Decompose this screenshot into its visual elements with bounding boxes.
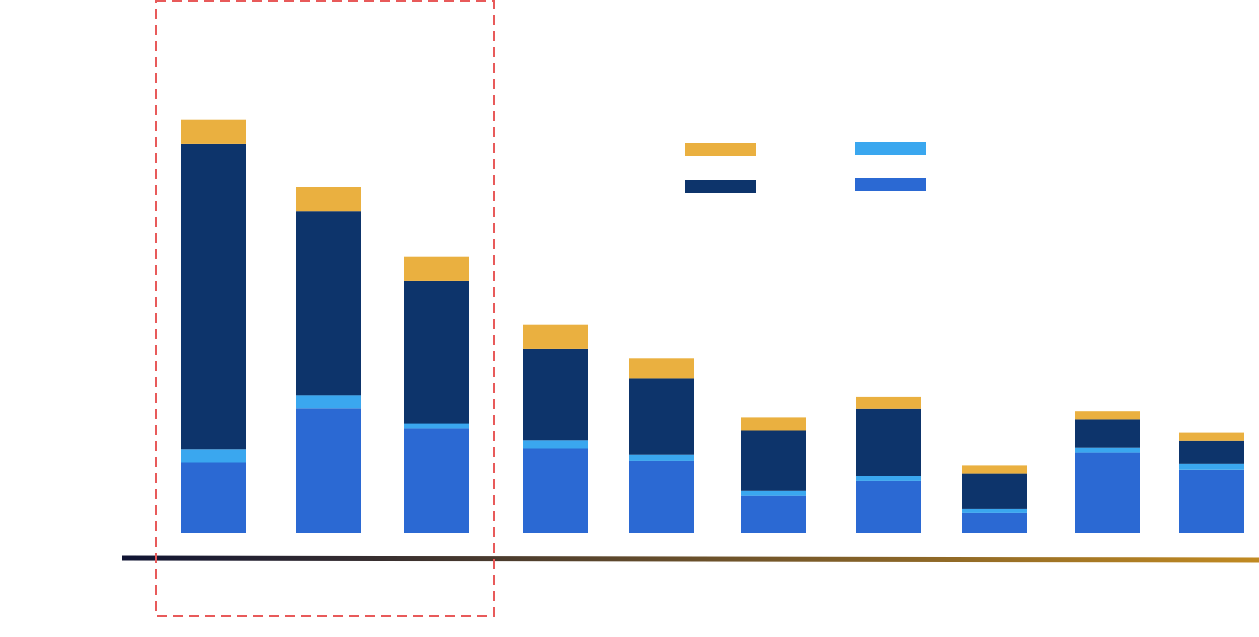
bars-layer xyxy=(181,119,1244,533)
bar-segment-1-series-2 xyxy=(181,449,246,463)
bar-segment-8-series-2 xyxy=(962,508,1027,513)
bar-segment-2-series-2 xyxy=(296,395,361,409)
highlight-box xyxy=(155,0,495,617)
bar-segment-10-series-4 xyxy=(1179,432,1244,441)
bar-segment-2-series-1 xyxy=(296,408,361,533)
bar-segment-6-series-2 xyxy=(741,490,806,496)
legend-swatch-1 xyxy=(685,143,756,156)
legend-swatch-4 xyxy=(855,178,926,191)
bar-segment-3-series-2 xyxy=(404,423,469,429)
bar-segment-6-series-4 xyxy=(741,417,806,431)
bar-segment-2-series-3 xyxy=(296,211,361,396)
bar-segment-7-series-1 xyxy=(856,480,921,533)
bar-segment-5-series-2 xyxy=(629,454,694,461)
bar-segment-4-series-2 xyxy=(523,440,588,449)
bar-segment-6-series-1 xyxy=(741,495,806,533)
bar-segment-1-series-1 xyxy=(181,462,246,533)
bar-segment-9-series-1 xyxy=(1075,452,1140,533)
bar-segment-5-series-1 xyxy=(629,460,694,533)
bar-segment-3-series-3 xyxy=(404,280,469,424)
bar-segment-8-series-4 xyxy=(962,465,1027,474)
bar-segment-9-series-3 xyxy=(1075,419,1140,448)
bar-segment-1-series-3 xyxy=(181,143,246,450)
bar-segment-5-series-3 xyxy=(629,378,694,455)
axes xyxy=(121,38,1259,566)
bar-segment-4-series-1 xyxy=(523,448,588,533)
bar-segment-2-series-4 xyxy=(296,187,361,212)
bar-segment-4-series-4 xyxy=(523,324,588,349)
bar-segment-5-series-4 xyxy=(629,358,694,379)
bar-segment-3-series-4 xyxy=(404,256,469,281)
bar-segment-10-series-1 xyxy=(1179,469,1244,533)
bar-segment-10-series-3 xyxy=(1179,440,1244,464)
bar-segment-7-series-3 xyxy=(856,408,921,476)
legend-swatch-2 xyxy=(855,142,926,155)
bar-segment-10-series-2 xyxy=(1179,463,1244,470)
bar-segment-8-series-3 xyxy=(962,473,1027,509)
bar-segment-7-series-4 xyxy=(856,396,921,409)
bar-segment-7-series-2 xyxy=(856,476,921,481)
x-axis xyxy=(121,555,1259,563)
bar-segment-3-series-1 xyxy=(404,428,469,533)
legend-swatch-3 xyxy=(685,180,756,193)
bar-segment-9-series-2 xyxy=(1075,447,1140,453)
legend xyxy=(685,142,926,193)
bar-segment-4-series-3 xyxy=(523,348,588,441)
bar-segment-6-series-3 xyxy=(741,430,806,491)
bar-segment-9-series-4 xyxy=(1075,411,1140,420)
bar-segment-1-series-4 xyxy=(181,119,246,144)
bar-segment-8-series-1 xyxy=(962,512,1027,533)
